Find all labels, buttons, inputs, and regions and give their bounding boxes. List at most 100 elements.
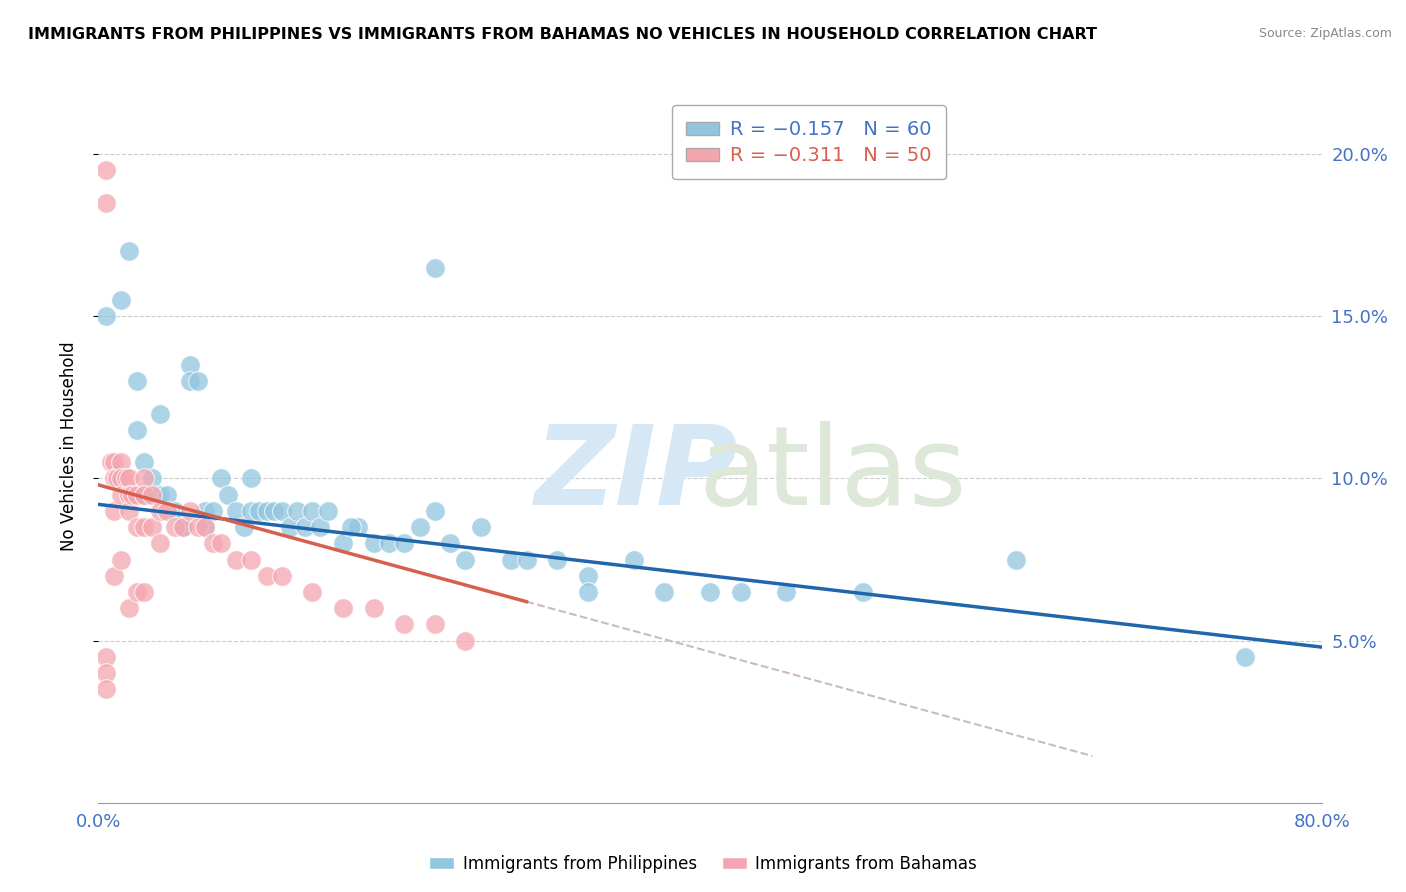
Point	[149, 504, 172, 518]
Point	[240, 552, 263, 566]
Point	[103, 568, 125, 582]
Point	[141, 471, 163, 485]
Point	[110, 455, 132, 469]
Y-axis label: No Vehicles in Household: No Vehicles in Household	[59, 341, 77, 551]
Point	[339, 520, 361, 534]
Point	[105, 471, 128, 485]
Text: ZIP: ZIP	[534, 421, 738, 528]
Point	[576, 585, 599, 599]
Point	[110, 293, 132, 307]
Point	[149, 407, 172, 421]
Point	[118, 504, 141, 518]
Point	[149, 488, 172, 502]
Point	[294, 520, 316, 534]
Point	[423, 504, 446, 518]
Point	[285, 504, 308, 518]
Point	[1234, 649, 1257, 664]
Point	[94, 682, 117, 697]
Point	[730, 585, 752, 599]
Point	[134, 488, 156, 502]
Point	[240, 471, 263, 485]
Point	[1004, 552, 1026, 566]
Point	[118, 601, 141, 615]
Point	[240, 504, 263, 518]
Point	[172, 520, 194, 534]
Point	[332, 601, 354, 615]
Point	[94, 666, 117, 681]
Point	[149, 536, 172, 550]
Point	[125, 585, 148, 599]
Point	[470, 520, 492, 534]
Point	[103, 455, 125, 469]
Point	[134, 455, 156, 469]
Point	[141, 520, 163, 534]
Point	[172, 520, 194, 534]
Point	[179, 358, 201, 372]
Point	[256, 504, 278, 518]
Point	[652, 585, 675, 599]
Point	[332, 536, 354, 550]
Point	[194, 520, 217, 534]
Point	[454, 633, 477, 648]
Point	[217, 488, 239, 502]
Point	[110, 488, 132, 502]
Point	[225, 552, 247, 566]
Point	[423, 617, 446, 632]
Point	[187, 374, 209, 388]
Point	[94, 310, 117, 324]
Point	[439, 536, 461, 550]
Point	[232, 520, 254, 534]
Point	[423, 260, 446, 275]
Point	[270, 504, 292, 518]
Point	[134, 585, 156, 599]
Point	[141, 488, 163, 502]
Point	[454, 552, 477, 566]
Point	[125, 374, 148, 388]
Text: IMMIGRANTS FROM PHILIPPINES VS IMMIGRANTS FROM BAHAMAS NO VEHICLES IN HOUSEHOLD : IMMIGRANTS FROM PHILIPPINES VS IMMIGRANT…	[28, 27, 1097, 42]
Point	[576, 568, 599, 582]
Point	[247, 504, 270, 518]
Point	[202, 536, 225, 550]
Point	[501, 552, 523, 566]
Point	[163, 504, 186, 518]
Point	[392, 536, 416, 550]
Point	[278, 520, 301, 534]
Point	[256, 568, 278, 582]
Point	[194, 504, 217, 518]
Point	[316, 504, 339, 518]
Point	[134, 471, 156, 485]
Point	[301, 585, 323, 599]
Point	[202, 504, 225, 518]
Point	[103, 471, 125, 485]
Point	[179, 374, 201, 388]
Legend: Immigrants from Philippines, Immigrants from Bahamas: Immigrants from Philippines, Immigrants …	[423, 848, 983, 880]
Point	[118, 244, 141, 259]
Point	[546, 552, 568, 566]
Point	[852, 585, 875, 599]
Point	[378, 536, 401, 550]
Point	[134, 488, 156, 502]
Point	[270, 568, 292, 582]
Point	[118, 488, 141, 502]
Legend: R = −0.157   N = 60, R = −0.311   N = 50: R = −0.157 N = 60, R = −0.311 N = 50	[672, 105, 946, 179]
Point	[209, 536, 232, 550]
Point	[516, 552, 538, 566]
Point	[121, 488, 143, 502]
Point	[125, 520, 148, 534]
Point	[187, 520, 209, 534]
Point	[623, 552, 645, 566]
Point	[347, 520, 370, 534]
Point	[408, 520, 430, 534]
Point	[118, 471, 141, 485]
Point	[103, 504, 125, 518]
Point	[115, 471, 138, 485]
Point	[301, 504, 323, 518]
Point	[194, 520, 217, 534]
Point	[309, 520, 332, 534]
Point	[363, 536, 385, 550]
Point	[94, 163, 117, 178]
Point	[156, 504, 179, 518]
Text: atlas: atlas	[699, 421, 966, 528]
Point	[110, 552, 132, 566]
Point	[100, 455, 122, 469]
